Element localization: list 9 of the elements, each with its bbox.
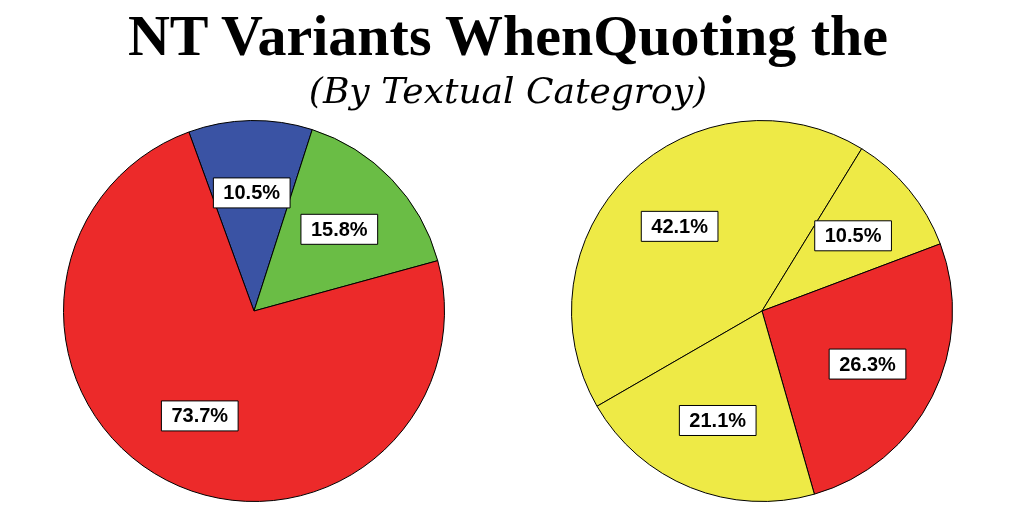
chart-title: NT Variants WhenQuoting the [126,2,890,69]
chart-subtitle: (By Textual Categroy) [307,70,709,111]
data-label: 10.5% [824,224,882,247]
data-label: 73.7% [171,404,229,427]
data-label: 42.1% [651,214,709,237]
data-label: 15.8% [310,217,368,240]
data-label: 26.3% [839,352,897,375]
data-label: 21.1% [689,409,747,432]
data-label: 10.5% [223,181,281,204]
